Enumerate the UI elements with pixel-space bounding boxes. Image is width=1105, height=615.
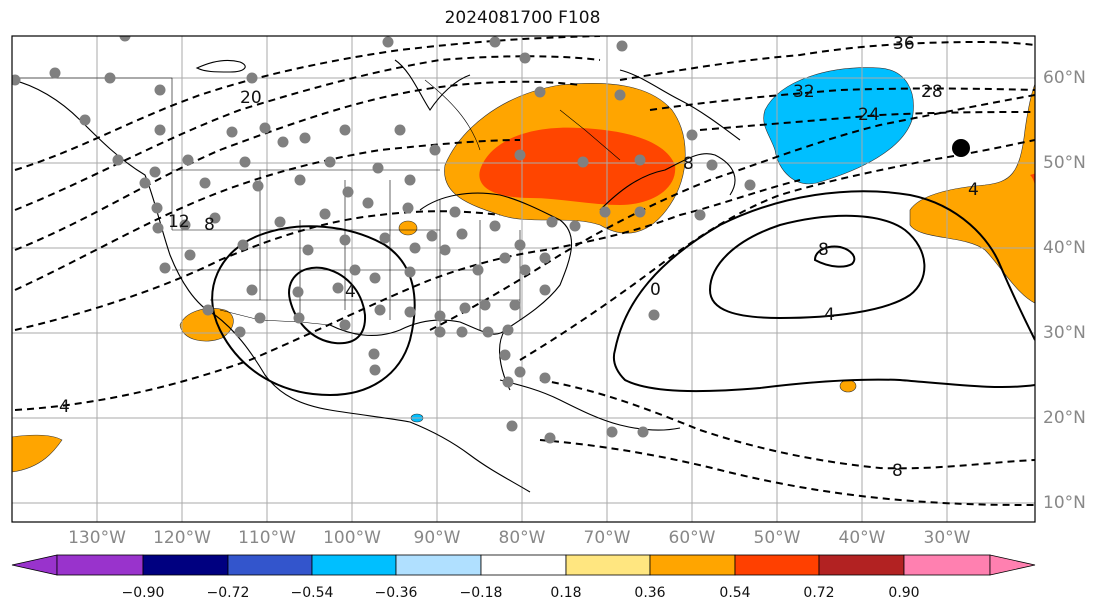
orange-anomaly-small-1 bbox=[398, 220, 418, 236]
colorbar-segment-2 bbox=[142, 554, 229, 576]
lat-label-60n: 60°N bbox=[1043, 68, 1086, 88]
colorbar-tick-2: −0.72 bbox=[206, 585, 250, 601]
lon-label-100w: 100°W bbox=[323, 528, 381, 548]
colorbar-tick-5: −0.18 bbox=[459, 585, 503, 601]
contour-label-20: 20 bbox=[240, 88, 262, 108]
colorbar-tick-1: −0.90 bbox=[121, 585, 165, 601]
colorbar-extend-low bbox=[11, 554, 58, 576]
lon-label-40w: 40°W bbox=[838, 528, 886, 548]
contour-label-4-atlantic: 4 bbox=[824, 305, 835, 325]
lat-label-20n: 20°N bbox=[1043, 408, 1086, 428]
colorbar-tick-3: −0.54 bbox=[290, 585, 334, 601]
red-anomaly-east-atlantic bbox=[1030, 173, 1035, 186]
contour-label-4-east: 4 bbox=[968, 180, 979, 200]
colorbar-tick-6: 0.18 bbox=[550, 585, 582, 601]
contour-label-8: 8 bbox=[204, 215, 215, 235]
colorbar-extend-high bbox=[989, 554, 1036, 576]
lon-label-80w: 80°W bbox=[498, 528, 546, 548]
orange-anomaly-small-2 bbox=[839, 379, 857, 393]
contour-label-36: 36 bbox=[893, 34, 915, 54]
lon-label-120w: 120°W bbox=[153, 528, 211, 548]
orange-anomaly-pacific bbox=[12, 434, 63, 473]
lon-label-90w: 90°W bbox=[413, 528, 461, 548]
contour-label-32: 32 bbox=[793, 82, 815, 102]
colorbar-segment-4 bbox=[311, 554, 397, 576]
contour-label-24: 24 bbox=[858, 105, 880, 125]
lon-label-50w: 50°W bbox=[753, 528, 801, 548]
colorbar-tick-7: 0.36 bbox=[634, 585, 666, 601]
colorbar-tick-10: 0.90 bbox=[888, 585, 920, 601]
colorbar-tick-4: −0.36 bbox=[374, 585, 418, 601]
contour-label-8-south: 8 bbox=[892, 461, 903, 481]
red-anomaly-northeast bbox=[479, 127, 676, 205]
lon-label-70w: 70°W bbox=[583, 528, 631, 548]
blue-anomaly-atlantic bbox=[763, 67, 914, 184]
contour-label-4-pacific: 4 bbox=[59, 397, 70, 417]
contour-value-labels: 36 32 28 24 20 12 8 4 0 8 4 4 4 8 8 bbox=[59, 34, 979, 481]
contour-lines bbox=[14, 36, 1035, 506]
colorbar-tick-9: 0.72 bbox=[803, 585, 835, 601]
colorbar-segment-10 bbox=[818, 554, 905, 576]
contour-label-12: 12 bbox=[168, 212, 190, 232]
lon-label-130w: 130°W bbox=[68, 528, 126, 548]
contour-label-4: 4 bbox=[345, 282, 356, 302]
colorbar-tick-8: 0.54 bbox=[719, 585, 751, 601]
lon-label-30w: 30°W bbox=[923, 528, 971, 548]
map-title: 2024081700 F108 bbox=[444, 8, 601, 28]
lat-label-30n: 30°N bbox=[1043, 323, 1086, 343]
colorbar-segment-11 bbox=[903, 554, 991, 576]
station-markers bbox=[12, 36, 756, 444]
contour-label-0: 0 bbox=[650, 280, 661, 300]
contour-label-8-northeast: 8 bbox=[683, 154, 694, 174]
colorbar-segment-5 bbox=[395, 554, 482, 576]
lat-label-50n: 50°N bbox=[1043, 153, 1086, 173]
lon-label-60w: 60°W bbox=[668, 528, 716, 548]
contour-label-28: 28 bbox=[921, 82, 943, 102]
colorbar-segment-9 bbox=[734, 554, 820, 576]
black-station-marker bbox=[952, 139, 970, 157]
lat-label-40n: 40°N bbox=[1043, 238, 1086, 258]
colorbar-segment-3 bbox=[227, 554, 313, 576]
map-frame bbox=[11, 35, 1036, 523]
colorbar-segment-6 bbox=[480, 554, 567, 576]
colorbar-segment-1 bbox=[56, 554, 144, 576]
lon-label-110w: 110°W bbox=[238, 528, 296, 548]
lat-label-10n: 10°N bbox=[1043, 493, 1086, 513]
contour-label-8-atlantic: 8 bbox=[818, 240, 829, 260]
colorbar bbox=[11, 554, 1036, 576]
colorbar-segment-7 bbox=[565, 554, 651, 576]
colorbar-segment-8 bbox=[649, 554, 736, 576]
